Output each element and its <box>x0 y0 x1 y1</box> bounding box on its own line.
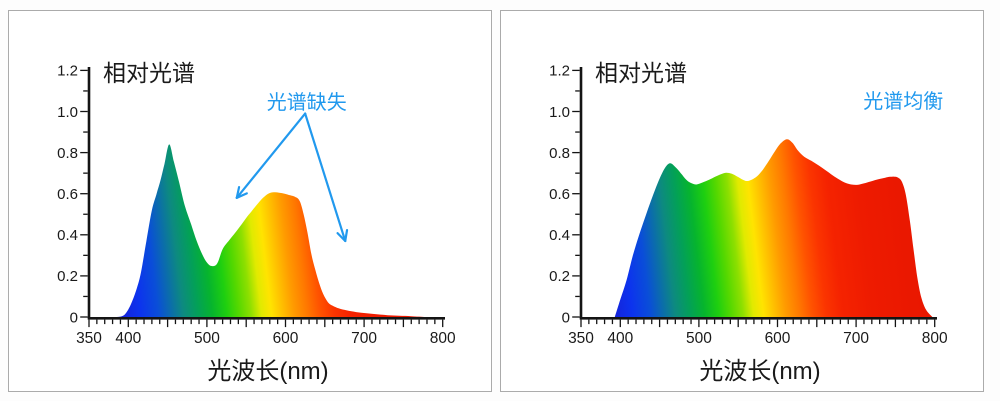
annotation-group: 光谱均衡 <box>863 90 943 113</box>
x-ticks <box>88 319 444 328</box>
y-tick-label: 0.2 <box>549 268 570 285</box>
chart-card-deficient-spectrum: 350 400 500 600 700 800 0 0.2 0.4 0.6 0.8 1.0 1.2 相对光… <box>8 10 492 392</box>
y-tick-label: 1.2 <box>57 63 78 80</box>
arrowhead-stroke <box>235 192 248 199</box>
annotation-arrow <box>235 112 307 199</box>
x-tick-label: 800 <box>430 330 456 347</box>
spectrum-chart-balanced: 350 400 500 600 700 800 0 0.2 0.4 0.6 0.8 1.0 1.2 相对光… <box>549 60 948 385</box>
spectrum-area-spectrum-balanced <box>614 139 933 317</box>
x-tick-label: 700 <box>843 330 869 347</box>
y-tick-label: 0 <box>70 309 78 326</box>
y-tick-label: 0.6 <box>549 186 570 203</box>
chart-title: 相对光谱 <box>595 60 687 86</box>
y-ticks <box>572 69 580 318</box>
x-tick-label: 350 <box>568 330 594 347</box>
y-tick-label: 0.4 <box>549 227 570 244</box>
y-tick-label: 0.2 <box>57 268 78 285</box>
x-tick-label: 500 <box>686 330 712 347</box>
y-tick-label: 0.8 <box>57 145 78 162</box>
annotation-arrow <box>304 112 347 243</box>
spectrum-chart-deficient: 350 400 500 600 700 800 0 0.2 0.4 0.6 0.8 1.0 1.2 相对光… <box>57 60 456 385</box>
y-tick-label: 1.2 <box>549 63 570 80</box>
x-tick-label: 500 <box>194 330 220 347</box>
x-tick-label: 600 <box>765 330 791 347</box>
y-ticks <box>80 69 88 318</box>
y-tick-label: 1.0 <box>57 104 78 121</box>
x-axis-label: 光波长(nm) <box>207 358 328 385</box>
y-tick-label: 0.4 <box>57 227 78 244</box>
chart-card-balanced-spectrum: 350 400 500 600 700 800 0 0.2 0.4 0.6 0.8 1.0 1.2 相对光… <box>500 10 984 392</box>
y-tick-label: 0.6 <box>57 186 78 203</box>
x-tick-label: 600 <box>273 330 299 347</box>
annotation-group: 光谱缺失 <box>235 91 349 243</box>
annotation-label: 光谱缺失 <box>267 91 347 114</box>
arrowhead-stroke <box>235 185 241 199</box>
x-tick-label: 400 <box>607 330 633 347</box>
annotation-label: 光谱均衡 <box>863 90 943 113</box>
spectrum-area-spectrum-deficient <box>117 144 426 317</box>
chart-title: 相对光谱 <box>103 60 195 86</box>
y-tick-label: 0.8 <box>549 145 570 162</box>
x-tick-label: 700 <box>351 330 377 347</box>
x-axis-label: 光波长(nm) <box>699 358 820 385</box>
y-tick-label: 0 <box>562 309 570 326</box>
x-tick-label: 800 <box>922 330 948 347</box>
x-tick-label: 400 <box>115 330 141 347</box>
arrowhead-stroke <box>336 232 347 243</box>
arrowhead-stroke <box>344 229 349 243</box>
x-ticks <box>580 319 936 328</box>
x-tick-label: 350 <box>76 330 102 347</box>
y-tick-label: 1.0 <box>549 104 570 121</box>
